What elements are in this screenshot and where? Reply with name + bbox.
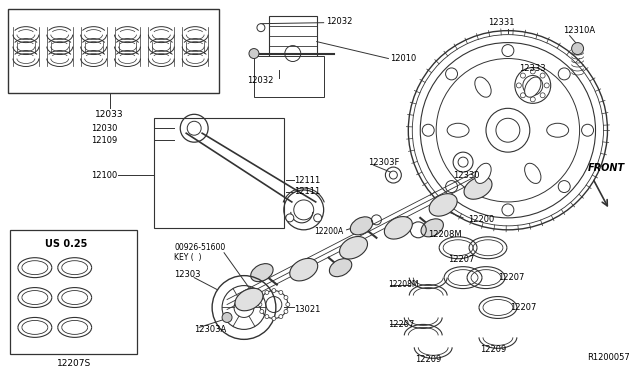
Text: 12200: 12200 xyxy=(468,215,494,224)
Circle shape xyxy=(520,73,525,78)
Text: 12111: 12111 xyxy=(294,187,320,196)
Ellipse shape xyxy=(525,77,541,97)
Bar xyxy=(10,230,138,354)
Circle shape xyxy=(540,93,545,98)
Circle shape xyxy=(260,295,264,299)
Text: 12209: 12209 xyxy=(415,355,442,364)
Ellipse shape xyxy=(475,77,491,97)
Circle shape xyxy=(272,317,276,320)
Circle shape xyxy=(286,214,294,222)
Circle shape xyxy=(314,214,322,222)
Text: 12331: 12331 xyxy=(488,18,515,27)
Circle shape xyxy=(249,49,259,58)
Text: 12330: 12330 xyxy=(453,170,479,180)
Bar xyxy=(254,55,324,97)
Text: 12303: 12303 xyxy=(174,270,201,279)
Text: 12032: 12032 xyxy=(326,17,352,26)
Text: 12207: 12207 xyxy=(510,303,536,312)
Circle shape xyxy=(265,315,269,318)
Text: 12100: 12100 xyxy=(92,170,118,180)
Circle shape xyxy=(279,315,283,318)
Circle shape xyxy=(272,289,276,292)
Text: R1200057: R1200057 xyxy=(588,353,630,362)
Text: 12010: 12010 xyxy=(390,54,417,63)
Text: 12310A: 12310A xyxy=(563,26,595,35)
Text: US 0.25: US 0.25 xyxy=(45,239,87,249)
Ellipse shape xyxy=(235,288,263,311)
Circle shape xyxy=(572,43,584,55)
Ellipse shape xyxy=(525,163,541,183)
Text: 12111: 12111 xyxy=(294,176,320,185)
Text: 12303F: 12303F xyxy=(369,158,400,167)
Circle shape xyxy=(257,24,265,32)
Ellipse shape xyxy=(464,177,492,199)
Ellipse shape xyxy=(330,259,352,277)
Ellipse shape xyxy=(547,123,568,137)
Ellipse shape xyxy=(421,219,444,237)
Ellipse shape xyxy=(290,259,317,281)
Circle shape xyxy=(540,73,545,78)
Ellipse shape xyxy=(385,217,412,239)
Circle shape xyxy=(279,291,283,294)
Text: 12207: 12207 xyxy=(498,273,524,282)
Bar xyxy=(154,118,284,228)
Text: 12033: 12033 xyxy=(95,110,124,119)
Circle shape xyxy=(544,83,549,88)
Bar xyxy=(269,16,317,67)
Text: 12032: 12032 xyxy=(247,76,273,85)
Ellipse shape xyxy=(251,264,273,282)
Text: 12030: 12030 xyxy=(91,124,118,133)
Circle shape xyxy=(284,295,288,299)
Text: FRONT: FRONT xyxy=(588,163,625,173)
Ellipse shape xyxy=(475,163,491,183)
Circle shape xyxy=(531,97,535,102)
Text: 12208M: 12208M xyxy=(428,230,462,239)
Text: 12333: 12333 xyxy=(520,64,546,73)
Circle shape xyxy=(253,294,261,302)
Ellipse shape xyxy=(447,123,469,137)
Circle shape xyxy=(531,69,535,74)
Circle shape xyxy=(265,291,269,294)
Text: 12208M: 12208M xyxy=(388,280,419,289)
Text: 12207: 12207 xyxy=(388,320,415,329)
Text: 13021: 13021 xyxy=(294,305,320,314)
Circle shape xyxy=(258,302,262,307)
Circle shape xyxy=(260,310,264,314)
Circle shape xyxy=(516,83,522,88)
Text: 12209: 12209 xyxy=(480,345,506,354)
Circle shape xyxy=(222,312,232,323)
Text: 12207: 12207 xyxy=(448,255,474,264)
Text: 00926-51600: 00926-51600 xyxy=(174,243,225,252)
Circle shape xyxy=(284,310,288,314)
Text: 12207S: 12207S xyxy=(56,359,91,368)
Ellipse shape xyxy=(429,194,457,216)
Text: KEY (  ): KEY ( ) xyxy=(174,253,202,262)
Circle shape xyxy=(286,302,290,307)
Text: 12200A: 12200A xyxy=(314,227,344,236)
Text: 12109: 12109 xyxy=(92,136,118,145)
Bar xyxy=(8,9,219,93)
Ellipse shape xyxy=(350,217,372,235)
Ellipse shape xyxy=(340,237,367,259)
Text: 12303A: 12303A xyxy=(194,325,227,334)
Circle shape xyxy=(520,93,525,98)
